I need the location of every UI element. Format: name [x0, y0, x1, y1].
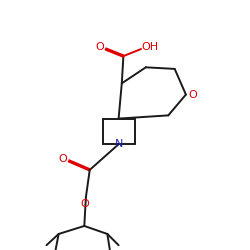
Text: O: O — [188, 90, 197, 100]
Text: N: N — [114, 139, 123, 149]
Text: O: O — [59, 154, 68, 164]
Text: OH: OH — [142, 42, 158, 52]
Text: O: O — [96, 42, 104, 52]
Text: O: O — [80, 198, 89, 208]
